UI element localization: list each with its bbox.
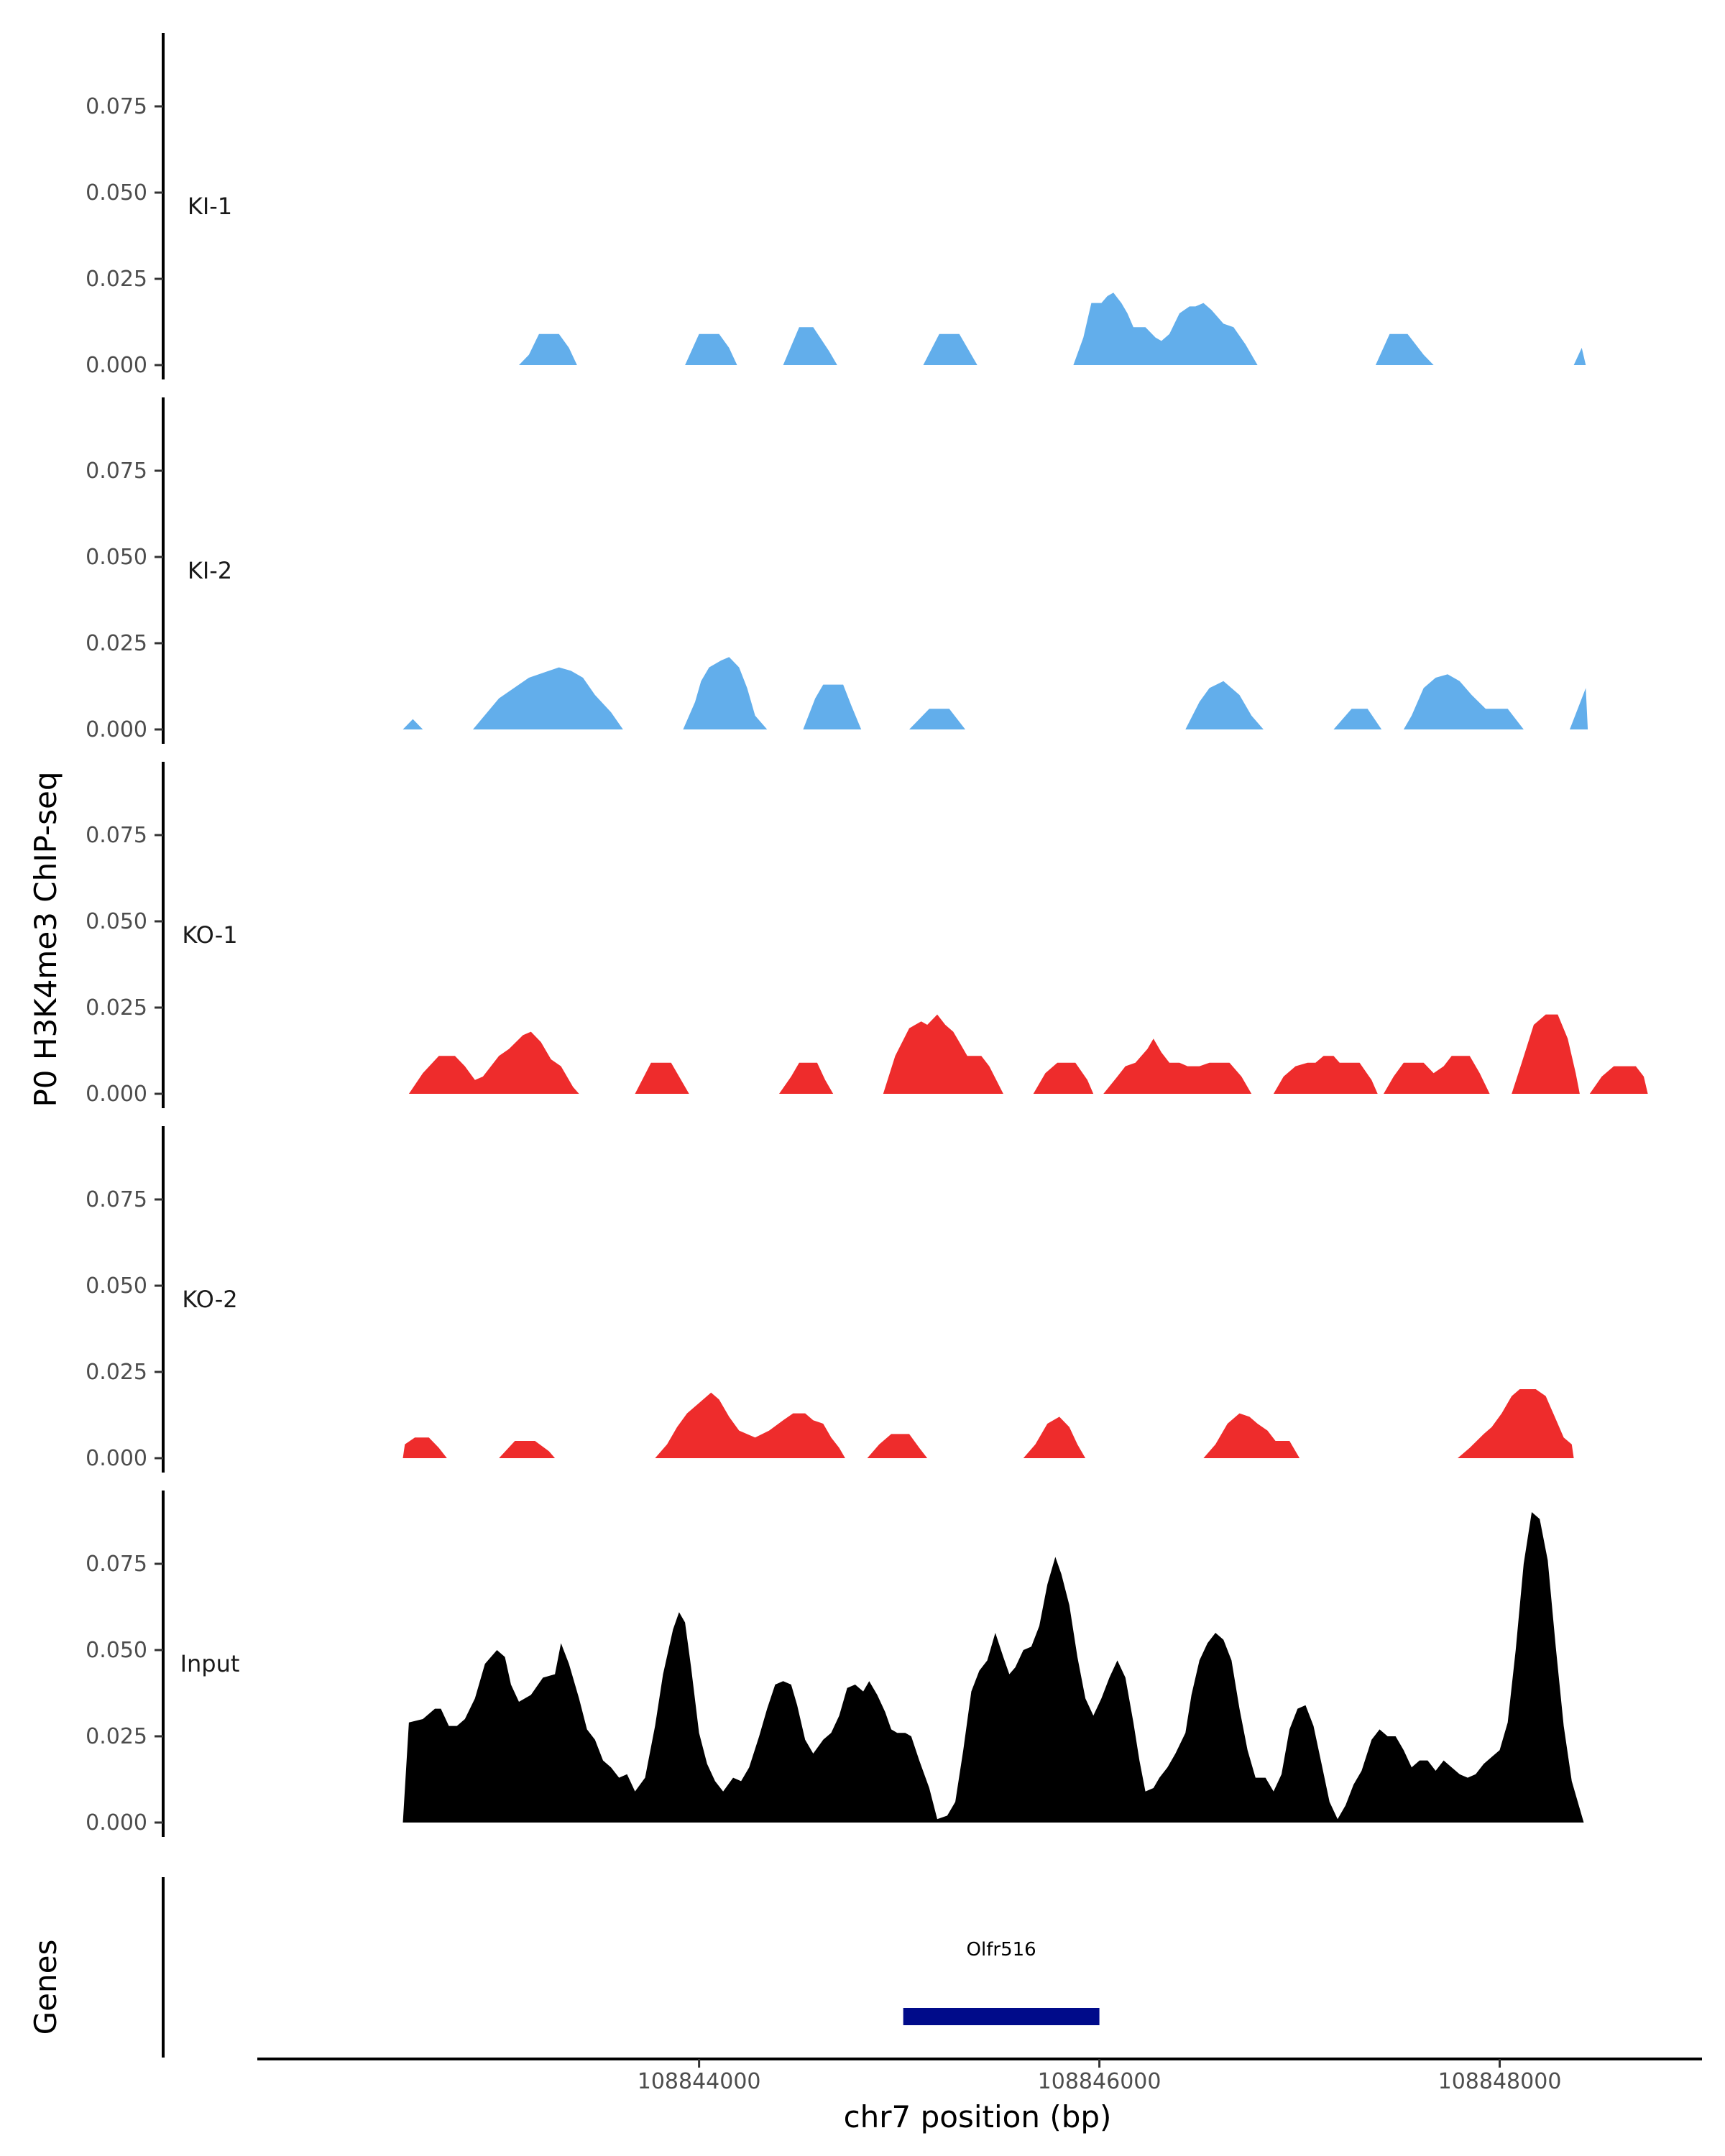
- track-panels: 0.0000.0250.0500.075KI-10.0000.0250.0500…: [86, 33, 1648, 1837]
- gene-bar: [903, 2008, 1100, 2025]
- y-tick-label: 0.050: [86, 545, 147, 570]
- y-tick-label: 0.075: [86, 1187, 147, 1212]
- panel-label: KI-2: [188, 557, 232, 584]
- x-tick-label: 108846000: [1038, 2069, 1162, 2094]
- panel-ki-2: 0.000 0.025 0.050 0.075 KI-2: [86, 397, 1588, 744]
- gene-name-label: Olfr516: [967, 1939, 1036, 1961]
- panel-label: KO-2: [182, 1286, 237, 1313]
- coverage-area-ki-2: [402, 657, 1588, 729]
- y-tick-label: 0.050: [86, 180, 147, 206]
- genes-track-title: Genes: [28, 1940, 63, 2035]
- y-tick-label: 0.025: [86, 631, 147, 656]
- y-tick-label: 0.050: [86, 909, 147, 934]
- y-tick-label: 0.000: [86, 717, 147, 742]
- panel-ko-2: 0.000 0.025 0.050 0.075 KO-2: [86, 1126, 1574, 1473]
- panel-ko-1: 0.000 0.025 0.050 0.075 KO-1: [86, 762, 1648, 1108]
- coverage-area-input: [402, 1512, 1584, 1823]
- y-tick-label: 0.000: [86, 1810, 147, 1835]
- panel-ki-1: 0.000 0.025 0.050 0.075 KI-1: [86, 33, 1586, 379]
- y-tick-label: 0.025: [86, 1724, 147, 1749]
- coverage-area-ko-2: [402, 1389, 1574, 1458]
- y-tick-label: 0.075: [86, 1552, 147, 1577]
- y-tick-label: 0.050: [86, 1638, 147, 1663]
- y-tick-label: 0.025: [86, 267, 147, 292]
- panel-label: Input: [180, 1650, 240, 1677]
- panel-label: KO-1: [182, 921, 237, 949]
- y-tick-label: 0.075: [86, 823, 147, 848]
- y-tick-label: 0.075: [86, 459, 147, 484]
- y-tick-label: 0.025: [86, 995, 147, 1021]
- x-axis: 108844000 108846000 108848000: [257, 2058, 1702, 2094]
- y-tick-label: 0.050: [86, 1273, 147, 1299]
- y-axis-title: P0 H3K4me3 ChIP-seq: [28, 771, 63, 1107]
- y-tick-label: 0.075: [86, 94, 147, 119]
- coverage-area-ko-1: [408, 1014, 1648, 1094]
- y-tick-label: 0.025: [86, 1360, 147, 1385]
- x-axis-title: chr7 position (bp): [844, 2099, 1112, 2134]
- gene-track: Olfr516: [162, 1877, 1100, 2058]
- y-tick-label: 0.000: [86, 353, 147, 378]
- x-tick-label: 108844000: [638, 2069, 761, 2094]
- panel-input: 0.000 0.025 0.050 0.075 Input: [86, 1491, 1584, 1837]
- x-tick-label: 108848000: [1438, 2069, 1562, 2094]
- y-tick-label: 0.000: [86, 1082, 147, 1107]
- y-tick-label: 0.000: [86, 1446, 147, 1471]
- panel-label: KI-1: [188, 193, 232, 220]
